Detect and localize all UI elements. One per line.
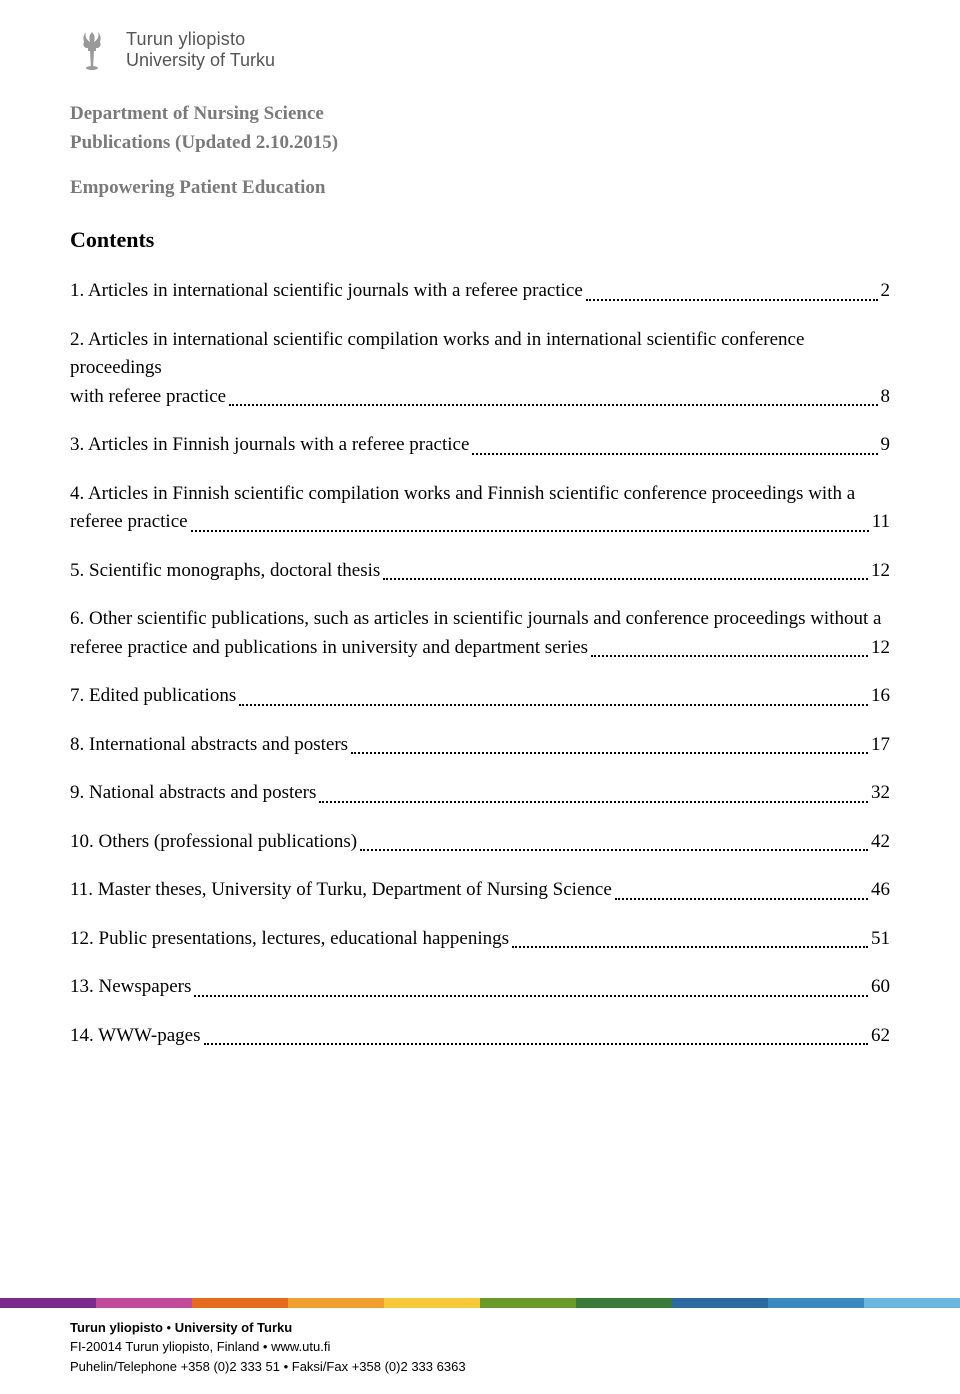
toc-leader-dots [586,299,878,301]
toc-entry[interactable]: 11. Master theses, University of Turku, … [70,876,890,905]
toc-text: 13. Newspapers [70,973,191,1002]
toc-text-last: referee practice [70,508,188,537]
toc-entry[interactable]: 4. Articles in Finnish scientific compil… [70,480,890,537]
toc-text: 4. Articles in Finnish scientific compil… [70,480,890,509]
color-bar-segment [576,1298,672,1308]
toc-text: 7. Edited publications [70,682,236,711]
toc-entry[interactable]: 7. Edited publications 16 [70,682,890,711]
toc-text: 14. WWW-pages [70,1022,201,1051]
footer-uni-fi: Turun yliopisto [70,1320,163,1335]
toc-leader-dots [512,946,868,948]
page-footer: Turun yliopisto • University of Turku FI… [0,1298,960,1394]
color-bar-segment [864,1298,960,1308]
color-bar-segment [384,1298,480,1308]
toc-page-number: 12 [871,557,890,586]
footer-phone: Puhelin/Telephone +358 (0)2 333 51 • Fak… [70,1357,890,1377]
footer-text: Turun yliopisto • University of Turku FI… [0,1308,960,1394]
color-bar-segment [288,1298,384,1308]
toc-page-number: 32 [871,779,890,808]
torch-icon [70,28,114,72]
toc-text: 3. Articles in Finnish journals with a r… [70,431,469,460]
toc-page-number: 12 [871,634,890,663]
contents-heading: Contents [70,227,890,253]
color-bar-segment [672,1298,768,1308]
university-logo: Turun yliopisto University of Turku [70,28,890,72]
logo-text: Turun yliopisto University of Turku [126,29,275,70]
toc-text: 2. Articles in international scientific … [70,326,890,383]
toc-page-number: 60 [871,973,890,1002]
toc-leader-dots [383,578,868,580]
color-bar-segment [0,1298,96,1308]
color-bar-segment [768,1298,864,1308]
toc-text: 12. Public presentations, lectures, educ… [70,925,509,954]
toc-page-number: 62 [871,1022,890,1051]
toc-leader-dots [229,404,877,406]
department-name: Department of Nursing Science [70,100,890,129]
toc-leader-dots [351,752,868,754]
toc-page-number: 42 [871,828,890,857]
toc-text: 11. Master theses, University of Turku, … [70,876,612,905]
toc-leader-dots [319,801,868,803]
toc-leader-dots [591,655,868,657]
toc-text: 10. Others (professional publications) [70,828,357,857]
publications-updated: Publications (Updated 2.10.2015) [70,129,890,158]
footer-address: FI-20014 Turun yliopisto, Finland • www.… [70,1337,890,1357]
color-bar-segment [192,1298,288,1308]
toc-entry[interactable]: 2. Articles in international scientific … [70,326,890,412]
toc-text-last: referee practice and publications in uni… [70,634,588,663]
toc-page-number: 11 [872,508,890,537]
toc-entry[interactable]: 13. Newspapers 60 [70,973,890,1002]
toc-text-last: with referee practice [70,383,226,412]
toc-entry[interactable]: 10. Others (professional publications) 4… [70,828,890,857]
toc-text: 6. Other scientific publications, such a… [70,605,890,634]
toc-page-number: 9 [881,431,891,460]
toc-leader-dots [360,849,868,851]
toc-entry[interactable]: 9. National abstracts and posters 32 [70,779,890,808]
toc-page-number: 8 [881,383,891,412]
toc-page-number: 16 [871,682,890,711]
toc-entry[interactable]: 5. Scientific monographs, doctoral thesi… [70,557,890,586]
toc-leader-dots [194,995,868,997]
toc-page-number: 2 [881,277,891,306]
document-header: Department of Nursing Science Publicatio… [70,100,890,157]
logo-text-en: University of Turku [126,50,275,71]
toc-text: 8. International abstracts and posters [70,731,348,760]
toc-leader-dots [191,530,869,532]
footer-uni-en: University of Turku [175,1320,293,1335]
toc-entry[interactable]: 6. Other scientific publications, such a… [70,605,890,662]
toc-leader-dots [615,898,868,900]
toc-text: 1. Articles in international scientific … [70,277,583,306]
toc-text: 5. Scientific monographs, doctoral thesi… [70,557,380,586]
toc-text: 9. National abstracts and posters [70,779,316,808]
toc-entry[interactable]: 12. Public presentations, lectures, educ… [70,925,890,954]
toc-page-number: 51 [871,925,890,954]
toc-leader-dots [204,1043,869,1045]
toc-entry[interactable]: 14. WWW-pages 62 [70,1022,890,1051]
table-of-contents: 1. Articles in international scientific … [70,277,890,1050]
toc-entry[interactable]: 1. Articles in international scientific … [70,277,890,306]
logo-text-fi: Turun yliopisto [126,29,275,50]
toc-entry[interactable]: 8. International abstracts and posters 1… [70,731,890,760]
document-subtitle: Empowering Patient Education [70,177,890,199]
color-bar-segment [480,1298,576,1308]
toc-leader-dots [472,453,877,455]
toc-page-number: 17 [871,731,890,760]
toc-leader-dots [239,704,868,706]
footer-color-bar [0,1298,960,1308]
toc-page-number: 46 [871,876,890,905]
color-bar-segment [96,1298,192,1308]
toc-entry[interactable]: 3. Articles in Finnish journals with a r… [70,431,890,460]
